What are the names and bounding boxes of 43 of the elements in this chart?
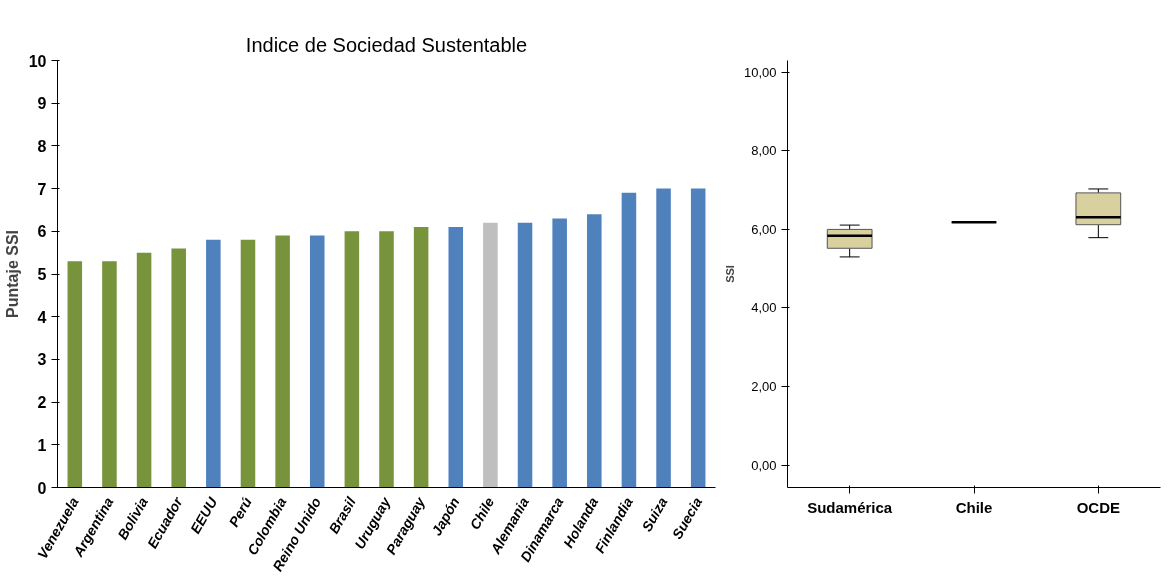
bar — [690, 188, 706, 488]
bar — [344, 231, 360, 488]
bar — [587, 214, 602, 488]
y-tick-label: 6,00 — [751, 221, 777, 237]
y-tick-label: 4 — [37, 308, 47, 326]
y-tick-label: 8,00 — [751, 143, 777, 159]
x-tick-label: Sudamérica — [807, 498, 893, 516]
y-tick-label: 10 — [28, 52, 47, 70]
bar — [379, 231, 394, 488]
bar — [171, 248, 186, 488]
y-tick-label: 0,00 — [751, 457, 777, 473]
bar — [552, 218, 567, 488]
bar — [102, 261, 117, 488]
y-tick-label: 6 — [37, 223, 47, 241]
y-tick-label: 7 — [37, 180, 47, 198]
x-tick-label: Chile — [955, 498, 993, 516]
x-tick-label: Chile — [466, 494, 498, 533]
bar — [448, 227, 464, 488]
bar — [67, 261, 83, 488]
bar — [309, 235, 325, 488]
x-tick-label: OCDE — [1076, 498, 1121, 516]
bar — [206, 239, 221, 488]
bar — [483, 222, 498, 488]
bar — [413, 227, 429, 488]
y-tick-label: 10,00 — [743, 64, 777, 80]
y-axis-title: Puntaje SSI — [3, 229, 21, 319]
y-tick-label: 1 — [37, 436, 47, 454]
chart-title: Indice de Sociedad Sustentable — [245, 33, 528, 56]
bar — [275, 235, 290, 488]
bar — [517, 222, 533, 488]
y-axis-title: SSI — [723, 265, 736, 283]
y-tick-label: 2,00 — [751, 379, 777, 395]
y-tick-label: 3 — [37, 351, 47, 369]
y-tick-label: 2 — [37, 394, 47, 412]
bar — [656, 188, 671, 488]
bar — [240, 239, 256, 488]
y-tick-label: 4,00 — [751, 300, 777, 316]
y-tick-label: 0 — [37, 479, 47, 497]
bar — [136, 252, 152, 488]
y-tick-label: 9 — [37, 95, 47, 113]
y-tick-label: 5 — [37, 266, 47, 283]
bar — [621, 192, 637, 488]
y-tick-label: 8 — [37, 137, 47, 155]
